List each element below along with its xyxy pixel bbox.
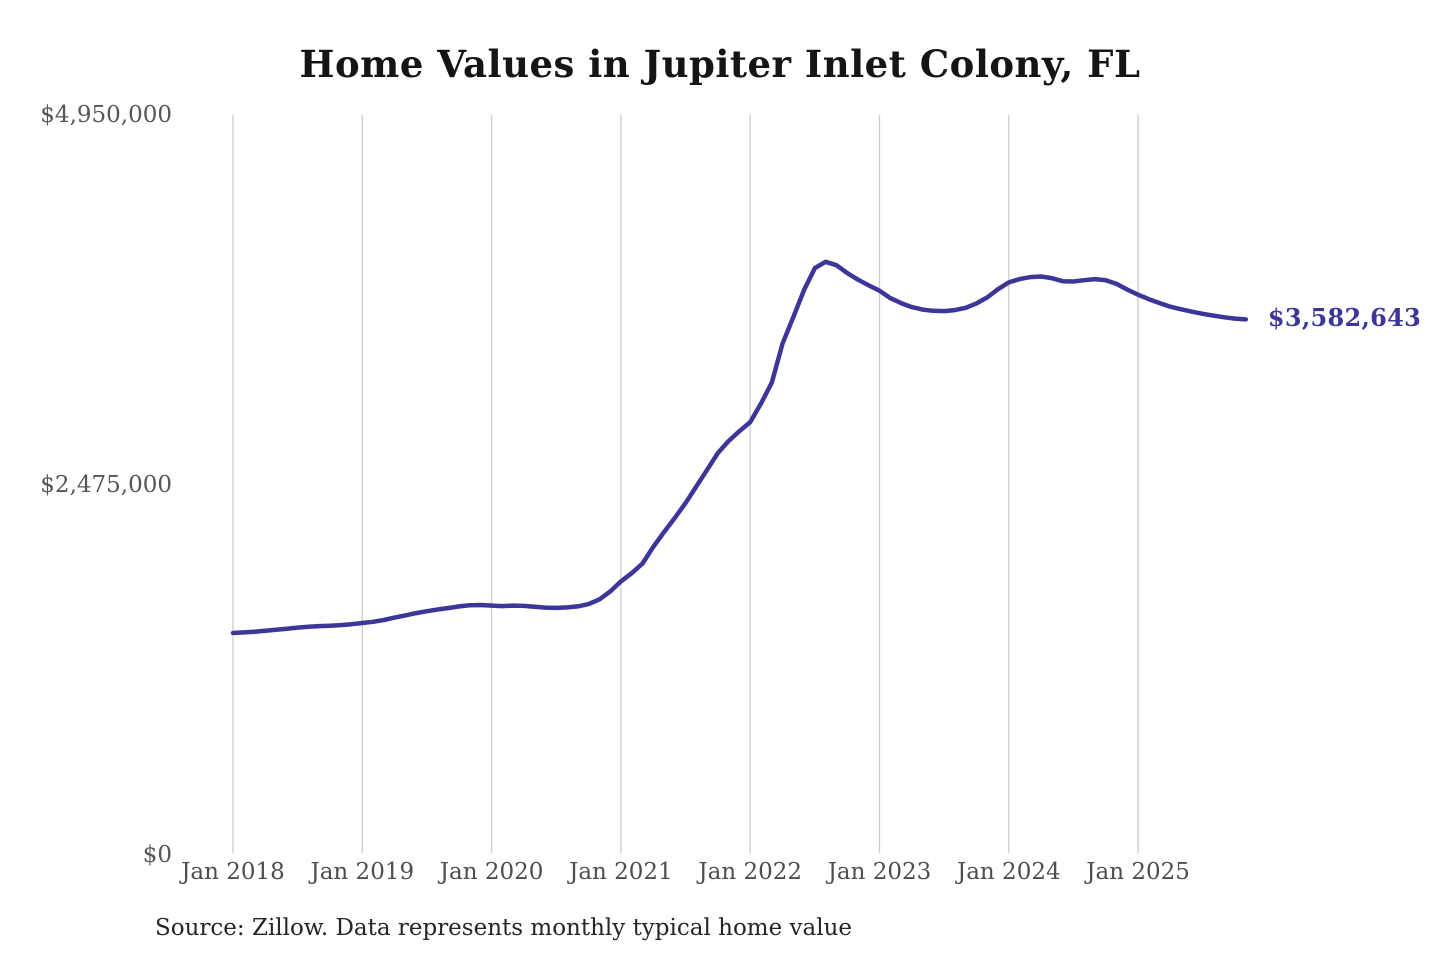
x-tick-label: Jan 2020 xyxy=(439,859,544,885)
x-tick-label: Jan 2022 xyxy=(698,859,802,885)
source-note: Source: Zillow. Data represents monthly … xyxy=(155,915,853,941)
current-value-label: $3,582,643 xyxy=(1267,303,1422,333)
y-tick-label: $4,950,000 xyxy=(40,102,172,128)
x-tick-label: Jan 2019 xyxy=(310,859,415,885)
gridlines xyxy=(232,115,1139,853)
x-tick-label: Jan 2018 xyxy=(181,859,285,885)
x-tick-label: Jan 2024 xyxy=(957,859,1061,885)
y-tick-label: $0 xyxy=(142,842,172,868)
x-tick-label: Jan 2023 xyxy=(827,859,932,885)
chart-title: Home Values in Jupiter Inlet Colony, FL xyxy=(299,42,1141,86)
x-tick-label: Jan 2025 xyxy=(1086,859,1190,885)
x-tick-label: Jan 2021 xyxy=(569,859,673,885)
home-value-series-line xyxy=(230,259,1249,636)
y-tick-label: $2,475,000 xyxy=(40,472,172,498)
